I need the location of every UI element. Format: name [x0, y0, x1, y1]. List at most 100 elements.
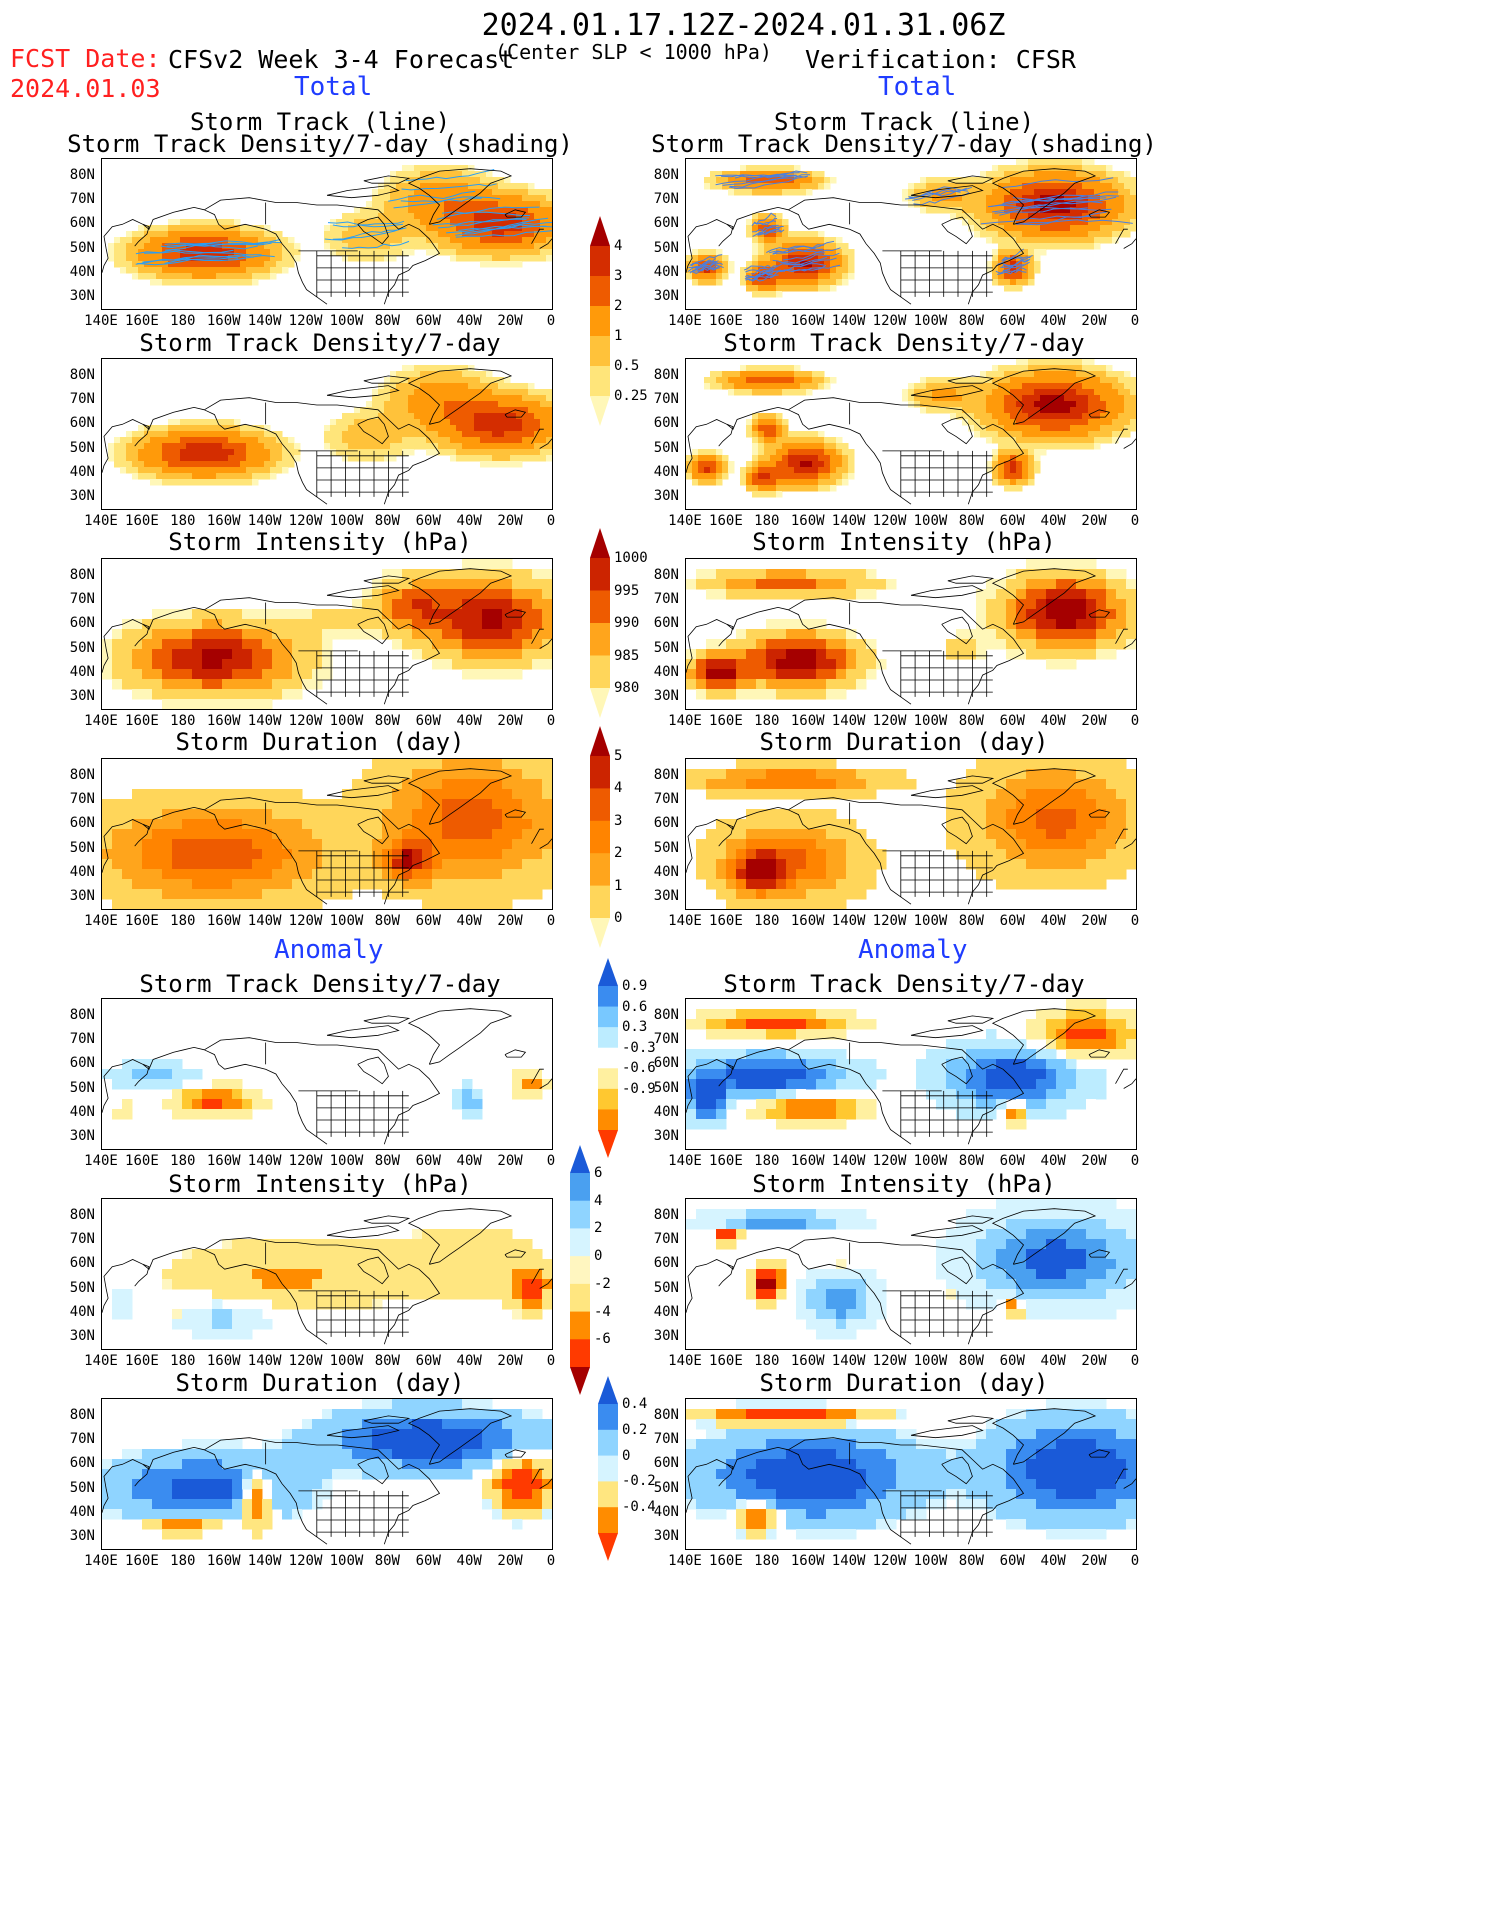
shade-cell [836, 589, 847, 600]
shade-cell [422, 769, 433, 780]
shade-cell [232, 849, 243, 860]
shade-cell [402, 201, 409, 208]
shade-cell [522, 589, 533, 600]
shade-cell [1052, 237, 1059, 244]
shade-cell [402, 879, 413, 890]
shade-cell [138, 243, 145, 250]
shade-cell [992, 165, 999, 172]
shade-cell [462, 243, 469, 250]
shade-cell [752, 461, 759, 468]
shade-cell [1016, 589, 1027, 600]
shade-cell [980, 189, 987, 196]
shade-cell [968, 201, 975, 208]
shade-cell [332, 889, 343, 900]
shade-cell [420, 225, 427, 232]
shade-cell [812, 255, 819, 262]
coastline [504, 209, 527, 218]
shade-cell [522, 569, 533, 580]
shade-cell [1064, 389, 1071, 396]
shade-cell [192, 629, 203, 640]
shade-cell [962, 377, 969, 384]
shade-cell [746, 419, 753, 426]
shade-cell [182, 609, 193, 620]
shade-cell [162, 839, 173, 850]
shade-cell [516, 195, 523, 202]
shade-cell [1064, 437, 1071, 444]
shade-cell [142, 679, 153, 690]
shade-cell [180, 231, 187, 238]
shade-cell [432, 413, 439, 420]
shade-cell [462, 899, 473, 909]
shade-cell [806, 443, 813, 450]
shade-cell [1040, 419, 1047, 426]
shade-cell [740, 479, 747, 486]
anomaly-label-left: Anomaly [274, 935, 384, 965]
shade-cell [782, 449, 789, 456]
map-cfsr_duration [686, 759, 1136, 909]
shade-cell [144, 273, 151, 280]
shade-cell [1066, 589, 1077, 600]
shade-cell [232, 789, 243, 800]
shade-cell [150, 425, 157, 432]
shade-cell [686, 579, 697, 590]
shade-cell [516, 455, 523, 462]
storm-track-line [780, 252, 840, 264]
shade-cell [302, 639, 313, 650]
shade-cell [216, 467, 223, 474]
shade-cell [1010, 285, 1017, 292]
shade-cell [512, 569, 523, 580]
shade-cell [198, 261, 205, 268]
shade-cell [402, 371, 409, 378]
shade-cell [504, 437, 511, 444]
shade-cell [456, 395, 463, 402]
shade-cell [212, 819, 223, 830]
shade-cell [122, 859, 133, 870]
shade-cell [302, 649, 313, 660]
shade-cell [1124, 425, 1131, 432]
shade-cell [122, 629, 133, 640]
shade-cell [502, 899, 513, 909]
shade-cell [152, 869, 163, 880]
shade-cell [186, 225, 193, 232]
shade-cell [162, 889, 173, 900]
shade-cell [1016, 419, 1023, 426]
shade-cell [968, 383, 975, 390]
shade-cell [232, 859, 243, 870]
shade-cell [706, 859, 717, 870]
shade-cell [192, 639, 203, 650]
shade-cell [1028, 377, 1035, 384]
shade-cell [1016, 455, 1023, 462]
shade-cell [992, 279, 999, 286]
shade-cell [1010, 377, 1017, 384]
shade-cell [182, 689, 193, 700]
panel-title-intensity: Storm Intensity (hPa) [168, 528, 472, 556]
shade-cell [998, 171, 1005, 178]
shade-cell [986, 231, 993, 238]
shade-cell [144, 473, 151, 480]
shade-cell [270, 431, 277, 438]
x-tick-label: 60W [415, 513, 441, 529]
shade-cell [1034, 225, 1041, 232]
shade-cell [776, 183, 783, 190]
shade-cell [944, 389, 951, 396]
shade-cell [782, 485, 789, 492]
shade-cell [156, 461, 163, 468]
shade-cell [354, 449, 361, 456]
shade-cell [162, 479, 169, 486]
coastline [910, 185, 984, 199]
shade-cell [986, 589, 997, 600]
shade-cell [212, 829, 223, 840]
shade-cell [432, 769, 443, 780]
shade-cell [480, 189, 487, 196]
coastline [539, 438, 552, 449]
shade-cell [704, 479, 711, 486]
shade-cell [492, 437, 499, 444]
shade-cell [542, 849, 552, 860]
shade-cell [766, 689, 777, 700]
map-fcst_track [102, 165, 552, 305]
shade-cell [746, 425, 753, 432]
shade-cell [258, 267, 265, 274]
shade-cell [1094, 201, 1101, 208]
shade-cell [362, 869, 373, 880]
shade-cell [240, 467, 247, 474]
